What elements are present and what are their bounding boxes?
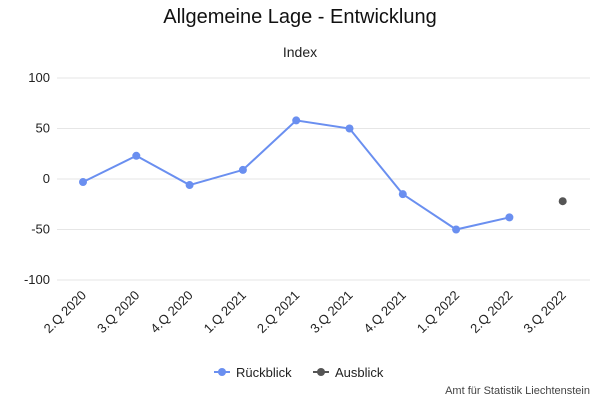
series-layer [79,116,567,234]
legend-item[interactable]: Ausblick [313,365,384,380]
x-tick-label: 2.Q 2022 [467,288,515,336]
y-tick-label: 0 [43,171,50,186]
y-tick-label: -50 [31,222,50,237]
x-tick-label: 3.Q 2022 [520,288,568,336]
x-tick-label: 3.Q 2020 [94,288,142,336]
y-tick-label: -100 [24,272,50,287]
legend-item[interactable]: Rückblick [214,365,292,380]
x-tick-label: 1.Q 2021 [201,288,249,336]
y-tick-label: 100 [28,70,50,85]
series-2[interactable] [558,197,567,206]
data-point[interactable] [505,213,514,222]
series-1[interactable] [79,116,514,234]
x-axis-tick-labels: 2.Q 2020 3.Q 2020 4.Q 2020 1.Q 2021 2.Q 2021… [41,288,569,336]
data-point[interactable] [132,151,141,160]
y-axis-tick-labels: 100 50 0 -50 -100 [24,70,50,287]
data-point[interactable] [185,181,194,190]
legend[interactable]: Rückblick Ausblick [214,365,384,380]
x-tick-label: 2.Q 2020 [41,288,89,336]
data-point[interactable] [238,165,247,174]
y-tick-label: 50 [36,121,50,136]
legend-marker [218,368,226,376]
credits[interactable]: Amt für Statistik Liechtenstein [445,385,590,397]
data-point[interactable] [452,225,461,234]
data-point[interactable] [292,116,301,125]
x-tick-label: 2.Q 2021 [254,288,302,336]
series-line[interactable] [82,119,510,231]
gridlines [57,77,590,281]
data-point[interactable] [398,190,407,199]
chart-subtitle: Index [282,44,318,60]
data-point[interactable] [558,197,567,206]
legend-label: Ausblick [335,365,384,380]
x-tick-label: 3.Q 2021 [307,288,355,336]
x-tick-label: 1.Q 2022 [414,288,462,336]
data-point[interactable] [345,124,354,133]
x-tick-label: 4.Q 2021 [360,288,408,336]
chart-title: Allgemeine Lage - Entwicklung [163,6,437,28]
x-tick-label: 4.Q 2020 [147,288,195,336]
data-point[interactable] [79,178,87,187]
legend-marker [317,368,325,376]
legend-label: Rückblick [236,365,292,380]
